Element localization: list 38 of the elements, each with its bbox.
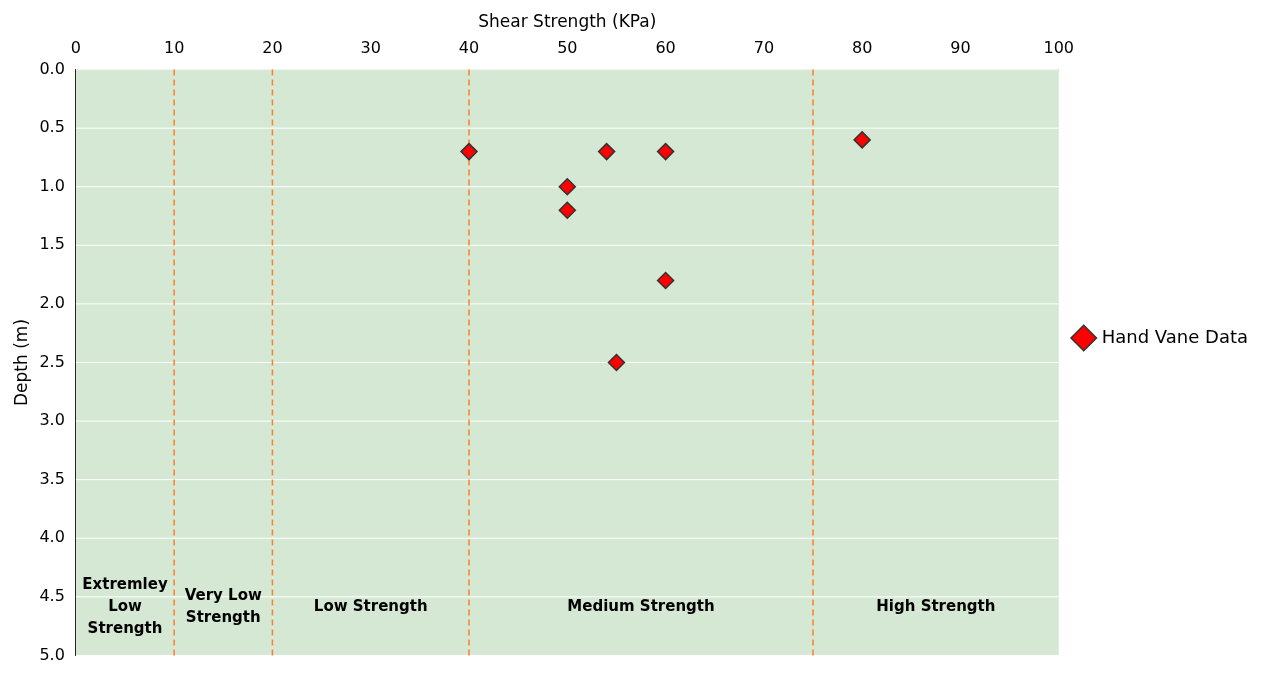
y-tick-label: 4.0 xyxy=(39,527,65,547)
point xyxy=(656,142,675,161)
x-tick-label: 30 xyxy=(360,38,381,58)
point xyxy=(656,271,675,290)
y-tick-label: 2.5 xyxy=(39,351,65,371)
band-label: Low Strength xyxy=(313,597,428,616)
legend-label: Hand Vane Data xyxy=(1101,325,1248,347)
y-tick-label: 1.5 xyxy=(39,234,65,254)
x-tick-label: 100 xyxy=(1043,38,1075,58)
x-tick-label: 50 xyxy=(557,38,578,58)
y-tick-label: 3.5 xyxy=(39,468,65,488)
x-axis-title: Shear Strength (KPa) xyxy=(478,10,657,31)
band-label: Extremley Low Strength xyxy=(82,575,168,638)
band-label: High Strength xyxy=(876,597,996,616)
point xyxy=(558,201,577,219)
x-tick-label: 70 xyxy=(753,38,775,58)
x-tick-label: 20 xyxy=(262,38,283,58)
x-tick-label: 90 xyxy=(950,38,971,58)
y-tick-label: 4.5 xyxy=(39,585,65,605)
y-tick-label: 2.0 xyxy=(39,293,65,313)
point xyxy=(853,131,871,149)
x-tick-label: 10 xyxy=(163,38,185,58)
y-axis-title: Depth (m) xyxy=(10,318,31,407)
y-tick-label: 1.0 xyxy=(39,175,65,195)
band-label: Medium Strength xyxy=(567,597,715,616)
x-tick-label: 40 xyxy=(458,38,480,58)
x-tick-label: 0 xyxy=(70,38,81,58)
x-tick-label: 60 xyxy=(655,38,676,58)
y-tick-label: 0.5 xyxy=(39,117,65,137)
y-tick-label: 5.0 xyxy=(39,644,65,664)
y-tick-label: 3.0 xyxy=(39,410,65,430)
band-label: Very Low Strength xyxy=(184,586,262,627)
y-tick-label: 0.0 xyxy=(39,58,65,78)
point xyxy=(607,353,626,372)
point xyxy=(460,142,478,161)
point xyxy=(597,142,616,161)
x-tick-label: 80 xyxy=(851,38,873,58)
point xyxy=(558,178,577,196)
